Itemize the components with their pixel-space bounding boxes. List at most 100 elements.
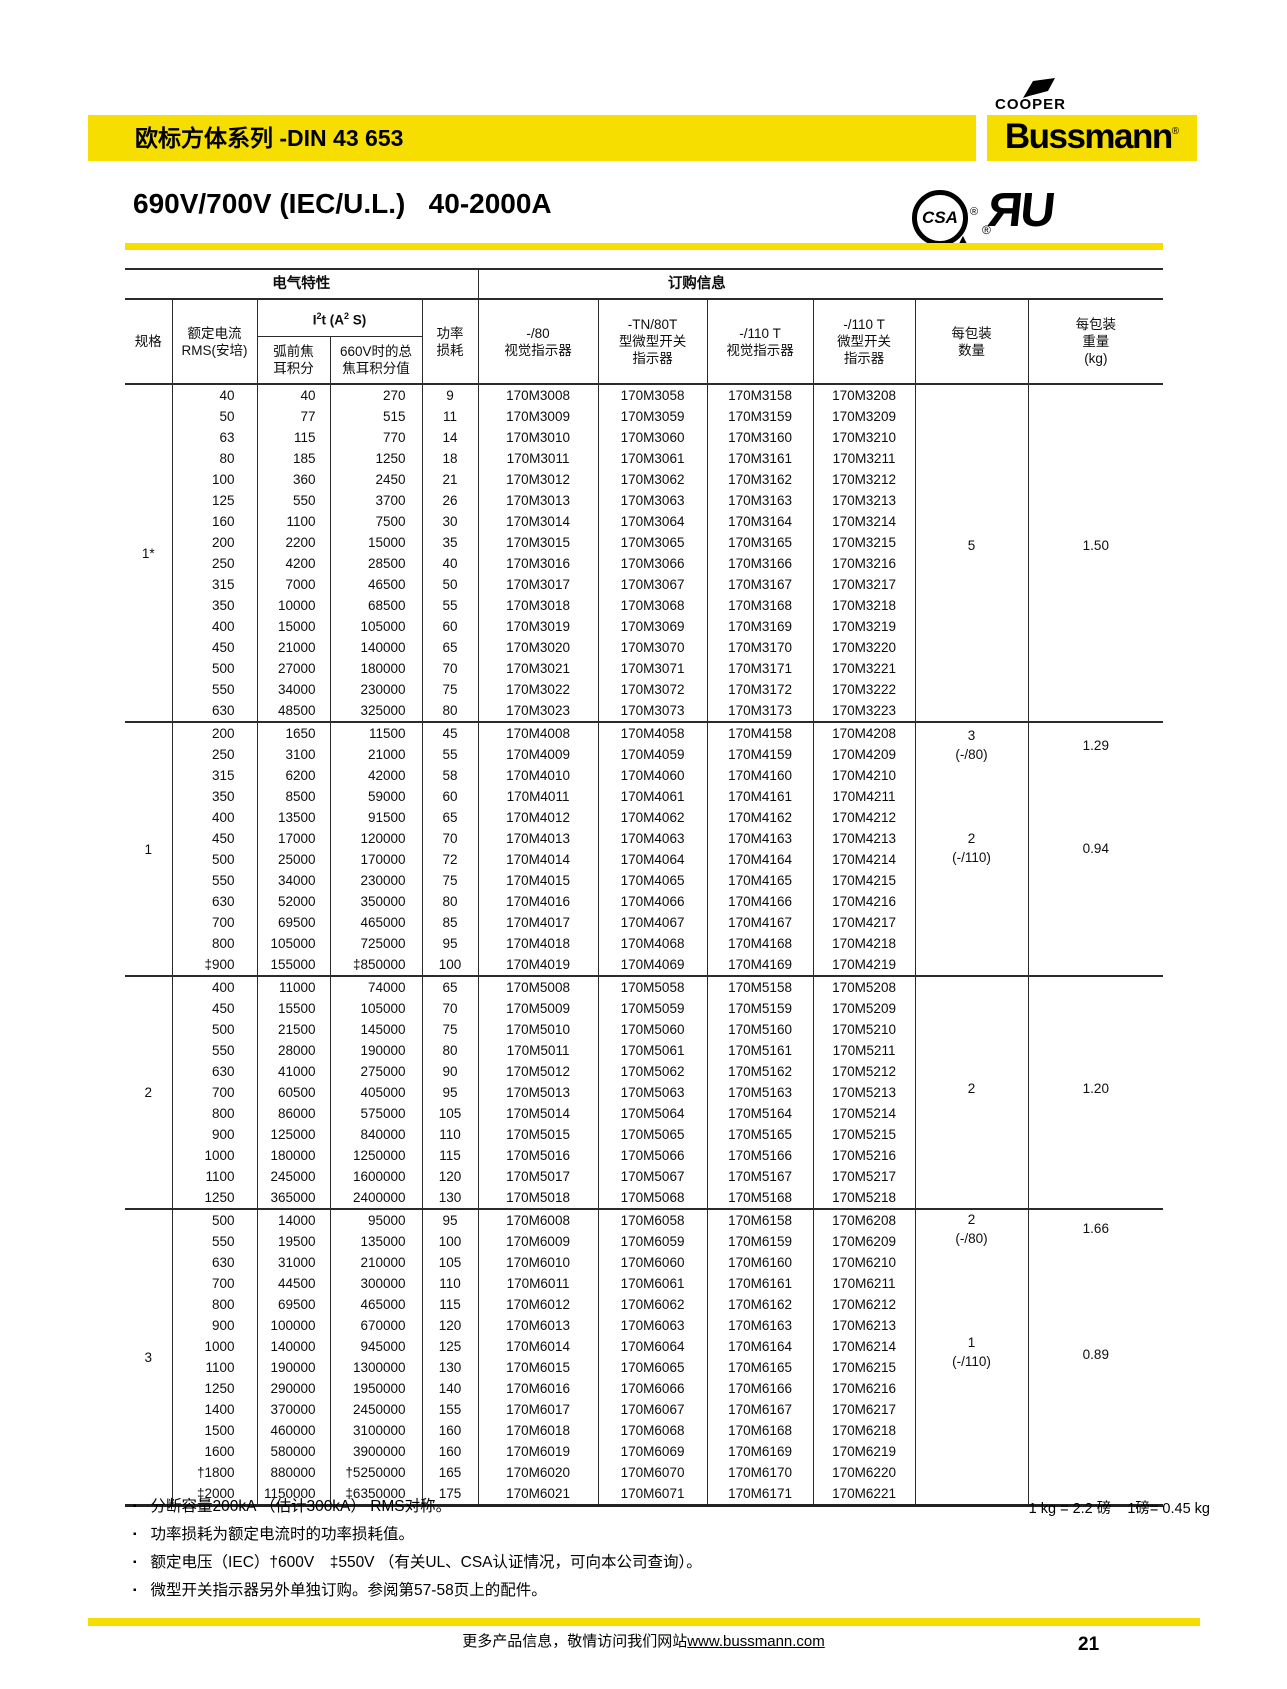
part-80-cell: 170M3010 (477, 427, 599, 448)
part-tn80t-cell: 170M6058 (597, 1208, 708, 1231)
part-110t-visual-cell: 170M3162 (706, 469, 814, 490)
power-loss-cell: 120 (421, 1315, 479, 1336)
prearc-i2t-cell: 365000 (256, 1187, 330, 1209)
part-80-cell: 170M4013 (477, 828, 599, 849)
part-80-cell: 170M3009 (477, 406, 599, 427)
current-cell: 200 (171, 532, 257, 553)
spec-cell: 3 (125, 1208, 172, 1506)
part-110t-micro-cell: 170M3210 (812, 427, 916, 448)
spec-cell: 1* (141, 545, 155, 561)
part-tn80t-cell: 170M5068 (597, 1187, 708, 1209)
part-110t-micro-cell: 170M4219 (812, 954, 916, 976)
table-row: 2 400 11000 74000 65 170M5008 170M5058 170M5158… (125, 975, 1164, 1209)
part-110t-visual-cell: 170M5166 (706, 1145, 814, 1166)
prearc-i2t-cell: 14000 (256, 1208, 330, 1231)
prearc-i2t-cell: 44500 (256, 1273, 330, 1294)
part-110t-micro-cell: 170M3217 (812, 574, 916, 595)
table-row: ‡900 155000 ‡850000 100 170M4019 170M4069 170M… (125, 954, 1163, 976)
prearc-i2t-cell: 15000 (256, 616, 330, 637)
power-loss-cell: 125 (421, 1336, 479, 1357)
part-110t-visual-cell: 170M6161 (706, 1273, 814, 1294)
part-110t-micro-cell: 170M6210 (812, 1252, 916, 1273)
power-loss-cell: 70 (421, 828, 479, 849)
table-row: 125 550 3700 26 170M3013 170M3063 170M3163 170M… (125, 490, 1163, 511)
total-i2t-cell: 725000 (329, 933, 422, 954)
part-80-cell: 170M3023 (477, 700, 599, 722)
prearc-i2t-cell: 460000 (256, 1420, 330, 1441)
current-cell: 450 (171, 637, 257, 658)
part-110t-visual-cell: 170M6158 (706, 1208, 814, 1231)
table-row: 500 25000 170000 72 170M4014 170M4064 170M4164… (125, 849, 1163, 870)
power-loss-cell: 80 (421, 700, 479, 722)
part-110t-micro-cell: 170M3223 (812, 700, 916, 722)
current-cell: 315 (171, 765, 257, 786)
table-row: 550 19500 135000 100 170M6009 170M6059 170M615… (125, 1231, 1163, 1252)
current-cell: 1100 (171, 1357, 257, 1378)
part-80-cell: 170M6011 (477, 1273, 599, 1294)
total-i2t-cell: 180000 (329, 658, 422, 679)
table-row: 500 21500 145000 75 170M5010 170M5060 170M5160… (125, 1019, 1163, 1040)
current-cell: 1000 (171, 1145, 257, 1166)
part-110t-visual-cell: 170M5167 (706, 1166, 814, 1187)
current-cell: 630 (171, 1061, 257, 1082)
part-80-cell: 170M5012 (477, 1061, 599, 1082)
current-cell: 450 (171, 998, 257, 1019)
footer-url[interactable]: www.bussmann.com (687, 1633, 825, 1650)
table-row: 800 69500 465000 115 170M6012 170M6062 170M616… (125, 1294, 1163, 1315)
part-110t-micro-cell: 170M3211 (812, 448, 916, 469)
current-cell: 80 (171, 448, 257, 469)
part-80-cell: 170M5013 (477, 1082, 599, 1103)
total-i2t-cell: 21000 (329, 744, 422, 765)
current-cell: 200 (171, 721, 257, 744)
power-loss-cell: 160 (421, 1441, 479, 1462)
part-80-cell: 170M6014 (477, 1336, 599, 1357)
total-i2t-cell: 1300000 (329, 1357, 422, 1378)
part-80-cell: 170M5017 (477, 1166, 599, 1187)
prearc-i2t-cell: 21500 (256, 1019, 330, 1040)
part-tn80t-cell: 170M5066 (597, 1145, 708, 1166)
part-tn80t-cell: 170M5062 (597, 1061, 708, 1082)
part-80-cell: 170M4019 (477, 954, 599, 976)
part-80-cell: 170M4015 (477, 870, 599, 891)
current-cell: 400 (171, 975, 257, 998)
part-110t-visual-cell: 170M5165 (706, 1124, 814, 1145)
current-cell: 1250 (171, 1378, 257, 1399)
power-loss-cell: 105 (421, 1103, 479, 1124)
group-header-empty-qty (915, 269, 1029, 300)
table-row: 700 60500 405000 95 170M5013 170M5063 170M5163… (125, 1082, 1163, 1103)
footnotes: ▪ 分断容量200kA （估计300kA） RMS对称。 ▪ 功率损耗为额定电流时的… (133, 1496, 702, 1608)
part-110t-visual-cell: 170M5163 (706, 1082, 814, 1103)
current-cell: 800 (171, 1294, 257, 1315)
part-110t-micro-cell: 170M5215 (812, 1124, 916, 1145)
part-110t-visual-cell: 170M6163 (706, 1315, 814, 1336)
total-i2t-cell: 3900000 (329, 1441, 422, 1462)
table-row: 630 31000 210000 105 170M6010 170M6060 170M616… (125, 1252, 1163, 1273)
part-110t-micro-cell: 170M3221 (812, 658, 916, 679)
current-cell: 63 (171, 427, 257, 448)
part-110t-visual-cell: 170M5168 (706, 1187, 814, 1209)
part-110t-visual-cell: 170M6170 (706, 1462, 814, 1483)
qty-cell: 3 (-/80) 2 (-/110) (914, 721, 1029, 976)
part-110t-micro-cell: 170M4212 (812, 807, 916, 828)
part-80-cell: 170M6019 (477, 1441, 599, 1462)
part-tn80t-cell: 170M6068 (597, 1420, 708, 1441)
table-row: 450 17000 120000 70 170M4013 170M4063 170M4163… (125, 828, 1163, 849)
total-i2t-cell: 210000 (329, 1252, 422, 1273)
current-cell: ‡2000 (171, 1483, 257, 1506)
part-110t-visual-cell: 170M4162 (706, 807, 814, 828)
part-tn80t-cell: 170M4067 (597, 912, 708, 933)
part-110t-micro-cell: 170M5208 (812, 975, 916, 998)
total-i2t-cell: 15000 (329, 532, 422, 553)
part-tn80t-cell: 170M5064 (597, 1103, 708, 1124)
prearc-i2t-cell: 41000 (256, 1061, 330, 1082)
part-tn80t-cell: 170M5060 (597, 1019, 708, 1040)
part-80-cell: 170M4012 (477, 807, 599, 828)
total-i2t-cell: 42000 (329, 765, 422, 786)
cooper-logo: COOPER (995, 78, 1105, 114)
part-tn80t-cell: 170M6064 (597, 1336, 708, 1357)
prearc-i2t-cell: 190000 (256, 1357, 330, 1378)
part-80-cell: 170M5018 (477, 1187, 599, 1209)
power-loss-cell: 35 (421, 532, 479, 553)
series-title-bar: 欧标方体系列 -DIN 43 653 (88, 115, 976, 161)
